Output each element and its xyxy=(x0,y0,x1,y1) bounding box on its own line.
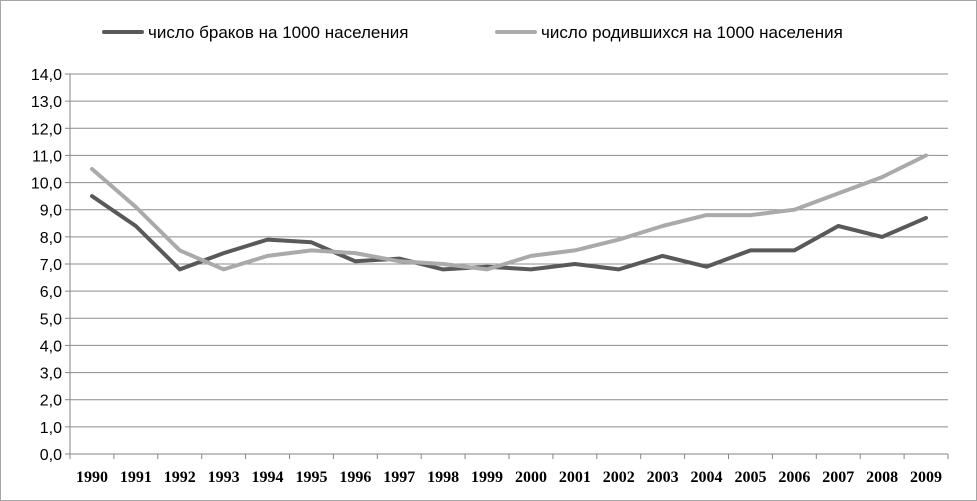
y-tick-label: 6,0 xyxy=(40,284,62,301)
y-tick-label: 0,0 xyxy=(40,447,62,464)
x-tick-label: 1992 xyxy=(164,469,196,486)
x-axis-ticks: 1990 1991 1992 1993 1994 1995 1996 1997 1998 1999… xyxy=(69,454,949,486)
y-tick-label: 10,0 xyxy=(31,176,62,193)
y-tick-label: 2,0 xyxy=(40,393,62,410)
y-tick-label: 4,0 xyxy=(40,338,62,355)
y-tick-label: 13,0 xyxy=(31,94,62,111)
series-line-2 xyxy=(90,153,928,272)
y-tick-label: 9,0 xyxy=(40,203,62,220)
x-tick-label: 2002 xyxy=(603,469,635,486)
y-tick-label: 1,0 xyxy=(40,420,62,437)
x-tick-label: 2009 xyxy=(910,469,942,486)
series-line-1 xyxy=(90,194,928,272)
legend: число браков на 1000 населения число роди… xyxy=(102,23,843,42)
y-tick-label: 7,0 xyxy=(40,257,62,274)
x-tick-label: 1999 xyxy=(471,469,503,486)
x-tick-label: 1998 xyxy=(427,469,459,486)
series-lines xyxy=(90,153,928,272)
x-tick-label: 1994 xyxy=(252,469,284,486)
y-tick-label: 5,0 xyxy=(40,311,62,328)
x-tick-label: 1995 xyxy=(295,469,327,486)
axes xyxy=(65,74,948,459)
x-tick-label: 2001 xyxy=(559,469,591,486)
legend-label-2: число родившихся на 1000 населения xyxy=(541,23,843,42)
y-axis-ticks: 0,0 1,0 2,0 3,0 4,0 5,0 6,0 7,0 8,0 9,0 10,0 11,0 12… xyxy=(31,67,70,464)
x-tick-label: 1997 xyxy=(383,469,415,486)
x-tick-label: 1993 xyxy=(208,469,240,486)
y-tick-label: 8,0 xyxy=(40,230,62,247)
y-tick-label: 14,0 xyxy=(31,67,62,84)
x-tick-label: 1996 xyxy=(339,469,371,486)
x-tick-label: 2004 xyxy=(691,469,723,486)
x-tick-label: 2005 xyxy=(734,469,766,486)
x-tick-label: 2008 xyxy=(866,469,898,486)
x-tick-label: 2006 xyxy=(778,469,810,486)
x-tick-label: 1990 xyxy=(76,469,108,486)
y-tick-label: 3,0 xyxy=(40,366,62,383)
x-tick-label: 2007 xyxy=(822,469,854,486)
x-tick-label: 2000 xyxy=(515,469,547,486)
y-tick-label: 11,0 xyxy=(32,148,62,165)
x-tick-label: 2003 xyxy=(647,469,679,486)
x-tick-label: 1991 xyxy=(120,469,152,486)
legend-label-1: число браков на 1000 населения xyxy=(148,23,408,42)
y-tick-label: 12,0 xyxy=(31,121,62,138)
